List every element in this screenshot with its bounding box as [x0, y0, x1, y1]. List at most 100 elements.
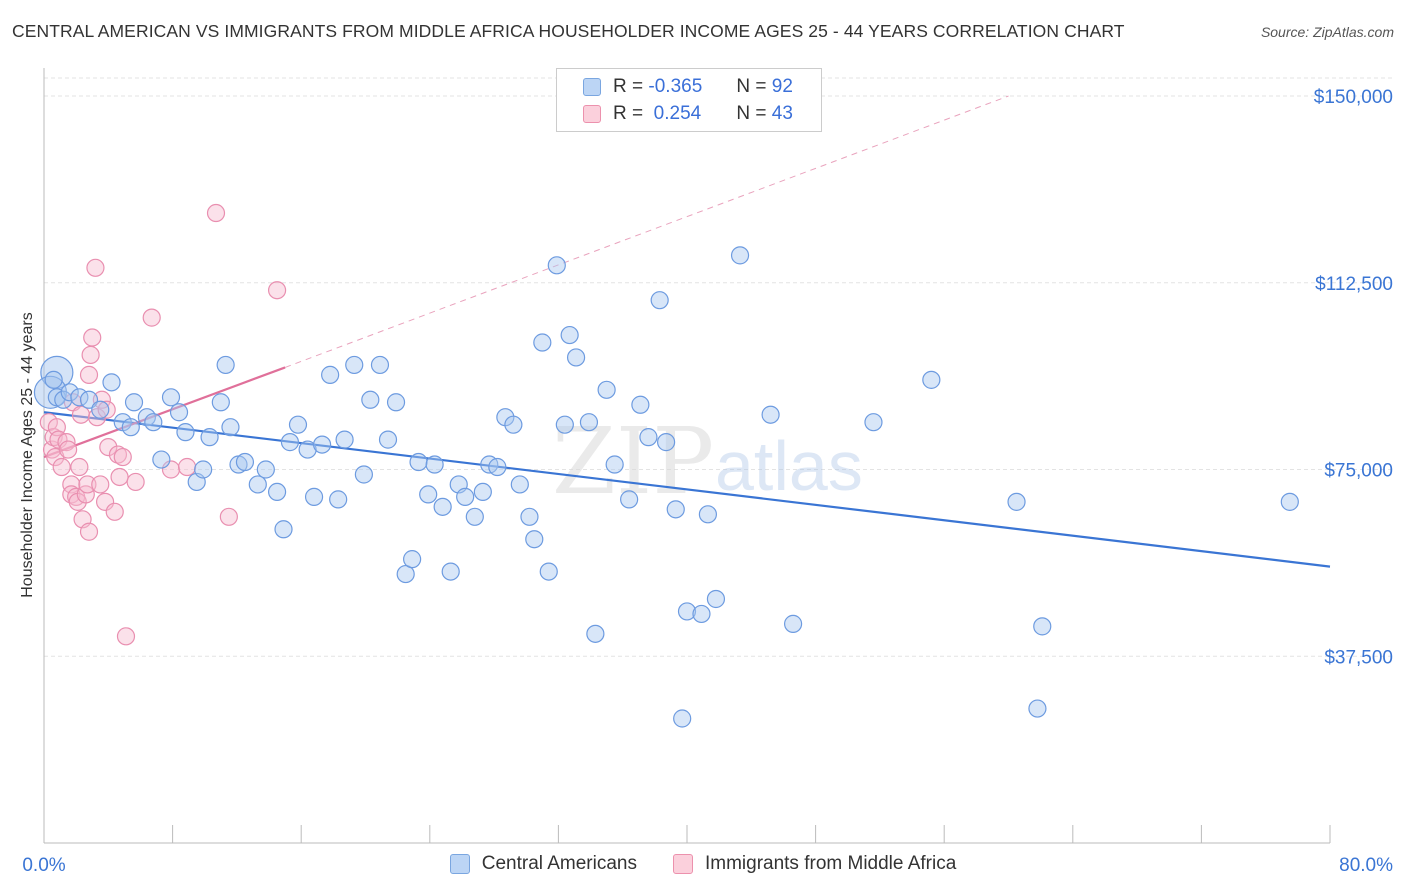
data-point-central-americans [211, 393, 230, 412]
data-point-central-americans [169, 403, 189, 422]
data-point-central-americans [579, 413, 599, 432]
data-point-middle-africa [99, 437, 118, 457]
data-point-middle-africa [110, 467, 129, 487]
data-point-central-americans [419, 485, 438, 504]
data-point-central-americans [274, 520, 293, 539]
data-point-central-americans [235, 452, 255, 472]
data-point-central-americans [288, 415, 308, 434]
data-point-central-americans [547, 256, 566, 275]
series-central-americans-points [33, 246, 1299, 728]
data-point-central-americans [698, 505, 717, 524]
data-point-central-americans [91, 400, 110, 419]
data-point-central-americans [1028, 699, 1047, 718]
data-point-central-americans [666, 500, 685, 519]
data-point-middle-africa [62, 485, 81, 504]
data-point-central-americans [677, 602, 697, 621]
y-tick-label: $150,000 [1314, 87, 1393, 108]
data-point-central-americans [566, 348, 586, 367]
data-point-central-americans [425, 455, 444, 474]
data-point-central-americans [560, 325, 579, 345]
data-point-middle-africa [97, 400, 116, 419]
data-point-central-americans [510, 475, 529, 494]
data-point-central-americans [194, 460, 213, 479]
data-point-central-americans [620, 490, 639, 509]
data-point-central-americans [60, 383, 79, 402]
legend-row-middle-africa: R = 0.254 N = 43 [583, 102, 793, 126]
data-point-central-americans [176, 423, 195, 442]
data-point-middle-africa [83, 328, 102, 347]
data-point-central-americans [1280, 492, 1299, 511]
data-point-central-americans [144, 413, 163, 432]
data-point-central-americans [396, 564, 415, 584]
trend-line-middle-africa [43, 366, 286, 459]
data-point-middle-africa [105, 502, 124, 521]
data-point-central-americans [161, 388, 181, 407]
legend-item-central-americans[interactable]: Central Americans [449, 853, 637, 875]
data-point-middle-africa [116, 627, 136, 646]
axes [43, 68, 1331, 844]
data-point-middle-africa [91, 475, 110, 494]
data-point-central-americans [267, 482, 287, 502]
data-point-central-americans [345, 355, 364, 375]
data-point-central-americans [386, 393, 406, 412]
data-point-central-americans [706, 589, 726, 609]
data-point-central-americans [673, 709, 692, 728]
stats-legend: R = -0.365 N = 92 R = 0.254 N = 43 [556, 68, 822, 132]
legend-r-label: R = [613, 103, 644, 124]
data-point-central-americans [555, 415, 574, 434]
data-point-central-americans [650, 291, 669, 310]
data-point-central-americans [280, 433, 300, 452]
legend-n-value: 43 [771, 103, 793, 124]
legend-r-value: -0.365 [648, 76, 703, 97]
trend-lines [43, 95, 1331, 568]
data-point-central-americans [657, 433, 676, 452]
data-point-middle-africa [81, 345, 100, 365]
data-point-central-americans [783, 614, 803, 633]
legend-n-label: N = [736, 76, 767, 97]
data-point-central-americans [44, 370, 63, 389]
data-point-central-americans [354, 465, 373, 484]
data-point-central-americans [200, 428, 219, 447]
data-point-middle-africa [126, 472, 145, 492]
x-tick-label: 80.0% [1339, 855, 1393, 876]
data-point-central-americans [216, 355, 235, 375]
data-point-middle-africa [177, 457, 197, 477]
data-point-central-americans [248, 475, 267, 494]
source-label: Source: ZipAtlas.com [1260, 24, 1394, 40]
data-point-middle-africa [108, 445, 128, 464]
data-point-central-americans [102, 373, 121, 392]
data-point-central-americans [403, 550, 422, 569]
legend-item-middle-africa[interactable]: Immigrants from Middle Africa [672, 853, 957, 875]
data-point-central-americans [321, 365, 340, 384]
data-point-middle-africa [206, 203, 226, 223]
data-point-central-americans [304, 487, 324, 506]
data-point-central-americans [298, 440, 317, 459]
legend-n-value: 92 [771, 76, 793, 97]
legend-r-label: R = [613, 76, 644, 97]
data-point-central-americans [692, 604, 711, 624]
data-point-middle-africa [52, 457, 71, 477]
data-point-central-americans [525, 530, 544, 549]
data-point-middle-africa [95, 492, 115, 511]
legend-r-value: 0.254 [648, 103, 702, 124]
data-point-central-americans [121, 418, 140, 437]
data-point-middle-africa [219, 507, 238, 526]
legend-row-central-americans: R = -0.365 N = 92 [583, 75, 793, 99]
data-point-central-americans [520, 507, 539, 526]
data-point-middle-africa [86, 258, 105, 277]
chart-title: CENTRAL AMERICAN VS IMMIGRANTS FROM MIDD… [12, 21, 1125, 41]
data-point-central-americans [586, 624, 605, 643]
data-point-central-americans [152, 450, 171, 469]
data-point-middle-africa [79, 522, 99, 541]
y-tick-label: $112,500 [1315, 274, 1393, 295]
data-point-central-americans [378, 430, 398, 449]
legend-label: Immigrants from Middle Africa [704, 853, 957, 874]
data-point-central-americans [335, 430, 354, 449]
data-point-central-americans [456, 487, 475, 506]
data-point-central-americans [221, 418, 240, 437]
data-point-central-americans [370, 355, 390, 375]
data-point-central-americans [488, 457, 507, 477]
legend-swatch-blue [583, 78, 601, 96]
series-middle-africa-points [39, 203, 287, 646]
